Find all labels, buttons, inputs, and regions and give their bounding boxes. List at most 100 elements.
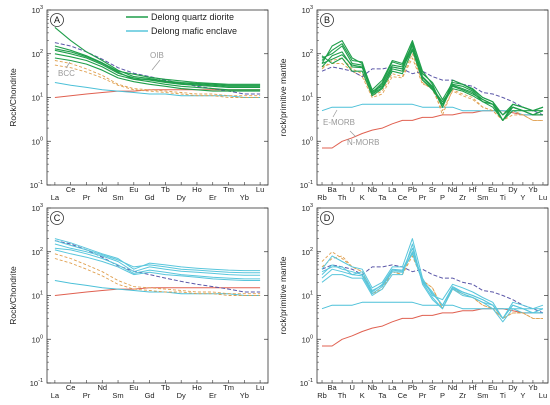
panel-letter-circle (320, 211, 334, 225)
series-line-bcc (54, 60, 261, 97)
series-line-quartz-diorite (54, 48, 261, 87)
bcc-annotation: BCC (58, 69, 75, 78)
panel-letter-circle (50, 211, 64, 225)
series-line-quartz-diorite (54, 57, 261, 92)
nmorb-pointer (349, 130, 357, 138)
x-tick-label: Dy (508, 383, 517, 392)
x-tick-label: Nd (448, 383, 458, 392)
y-tick-label: 103 (302, 203, 313, 213)
emorb-pointer (332, 109, 338, 118)
y-tick-label: 100 (302, 334, 313, 344)
x-tick-label: Ta (378, 391, 387, 400)
x-tick-label: Lu (256, 383, 264, 392)
x-tick-label: Ta (378, 193, 387, 202)
x-tick-label: K (360, 193, 365, 202)
series-line-mafic-enclave (321, 243, 543, 323)
y-tick-label: 101 (32, 93, 43, 103)
x-tick-label: La (388, 383, 397, 392)
series-line-mafic-enclave (54, 240, 261, 274)
x-tick-label: Yb (240, 391, 249, 400)
x-tick-label: Ce (398, 391, 408, 400)
panel-letter: B (324, 15, 330, 25)
bcc-pointer (65, 61, 71, 69)
x-tick-label: Y (520, 193, 525, 202)
x-tick-label: Ce (398, 193, 408, 202)
x-tick-label: Lu (256, 185, 264, 194)
series-line-oib (321, 66, 544, 116)
y-tick-label: 101 (302, 93, 313, 103)
x-tick-label: Pr (83, 391, 91, 400)
y-axis-title: rock/primitive mantle (278, 256, 288, 334)
y-axis-title: Rock/Chondrite (8, 68, 18, 127)
series-line-quartz-diorite (321, 49, 543, 121)
x-tick-label: Nb (367, 383, 377, 392)
plot-frame (316, 9, 549, 186)
x-tick-label: Lu (539, 193, 547, 202)
legend: Delong quartz diorite Delong mafic enclav… (126, 12, 237, 36)
x-tick-label: Eu (129, 185, 138, 194)
legend-label: Delong quartz diorite (151, 12, 234, 22)
panel-letter: A (54, 15, 60, 25)
y-tick-label: 103 (32, 5, 43, 15)
x-tick-label: Eu (488, 383, 497, 392)
x-tick-label: Ho (192, 383, 202, 392)
x-tick-label: Tb (161, 185, 170, 194)
y-tick-label: 10-1 (30, 378, 43, 388)
x-tick-label: Yb (240, 193, 249, 202)
series-line-quartz-diorite (54, 53, 261, 91)
y-axis-title: rock/primitive mantle (278, 58, 288, 136)
x-tick-label: Dy (508, 185, 517, 194)
x-tick-label: Er (209, 391, 217, 400)
x-tick-label: Ho (192, 185, 202, 194)
x-tick-label: La (388, 185, 397, 194)
x-tick-label: Ba (327, 185, 337, 194)
series-line-emorb (54, 280, 261, 296)
x-tick-label: La (51, 391, 60, 400)
series-line-bcc (54, 64, 261, 98)
x-tick-label: Sm (477, 193, 488, 202)
x-tick-label: Ti (500, 391, 506, 400)
x-tick-label: Nb (367, 185, 377, 194)
x-tick-label: Dy (177, 391, 186, 400)
x-tick-label: Ti (500, 193, 506, 202)
y-tick-label: 103 (302, 5, 313, 15)
panel-letter-circle (50, 13, 64, 27)
x-tick-label: K (360, 391, 365, 400)
series-line-quartz-diorite (54, 45, 261, 85)
legend-label: Delong mafic enclave (151, 26, 237, 36)
nmorb-annotation: N-MORB (347, 138, 379, 147)
x-tick-label: Tb (161, 383, 170, 392)
x-tick-label: Tm (223, 185, 234, 194)
x-tick-label: Lu (539, 391, 547, 400)
chart-panel-b: 10-1100101102103RbBaThUKNbTaLaCePbPrSrPN… (278, 5, 549, 202)
x-tick-label: Pb (408, 185, 417, 194)
y-tick-label: 102 (32, 247, 43, 257)
oib-annotation: OIB (150, 51, 164, 60)
y-tick-label: 102 (302, 49, 313, 59)
y-tick-label: 101 (302, 291, 313, 301)
series-line-nmorb (54, 287, 261, 296)
series-line-quartz-diorite (54, 49, 261, 88)
x-tick-label: Sm (112, 391, 123, 400)
series-line-quartz-diorite (321, 42, 543, 116)
x-tick-label: Th (338, 193, 347, 202)
y-tick-label: 102 (32, 49, 43, 59)
x-tick-label: Th (338, 391, 347, 400)
x-tick-label: Nd (97, 185, 107, 194)
x-tick-label: Yb (528, 185, 537, 194)
y-tick-label: 103 (32, 203, 43, 213)
x-tick-label: Rb (317, 391, 327, 400)
plot-frame (46, 9, 269, 186)
series-line-mafic-enclave (54, 243, 261, 276)
x-tick-label: Sm (477, 391, 488, 400)
chart-panel-c: 10-1 100 101 102 103 La Ce Pr Nd Sm Eu Gd Tb Dy Ho Er Tm… (8, 203, 269, 400)
x-tick-label: Hf (469, 383, 477, 392)
x-tick-label: Pb (408, 383, 417, 392)
series-line-mafic-enclave (54, 247, 261, 280)
panel-letter: D (324, 213, 331, 223)
x-tick-label: Zr (459, 193, 467, 202)
y-tick-label: 10-1 (300, 180, 313, 190)
x-tick-label: Ce (66, 185, 76, 194)
panel-letter-circle (320, 13, 334, 27)
